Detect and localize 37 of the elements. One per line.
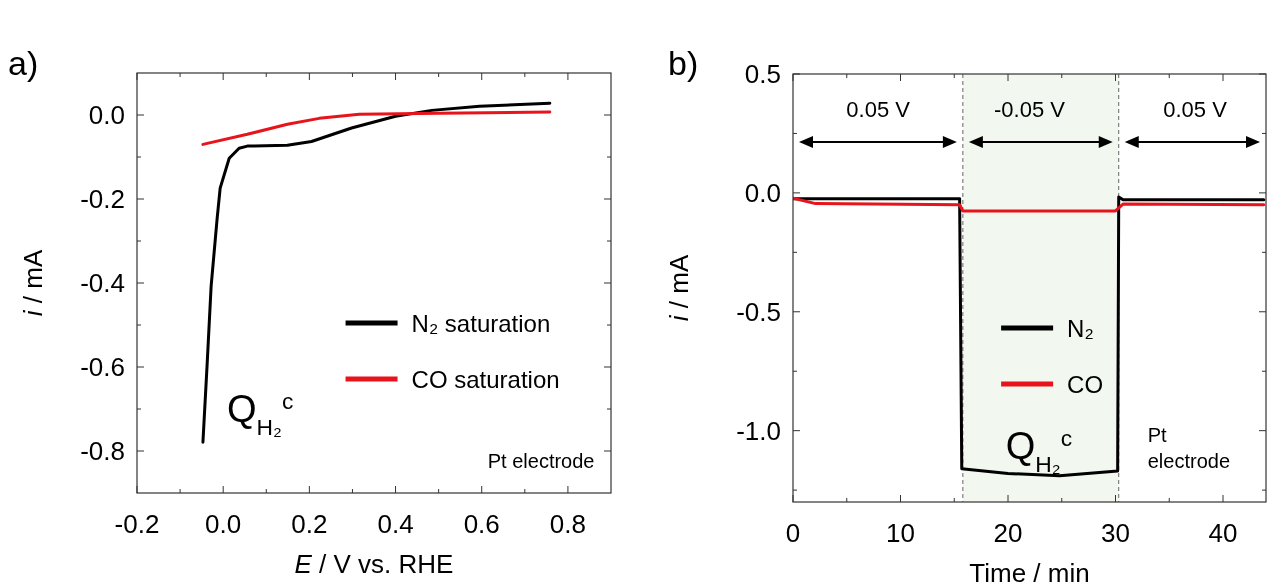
legend-label: CO: [1067, 371, 1104, 398]
annotation: -0.05 V: [994, 96, 1066, 122]
legend-label: CO saturation: [411, 366, 560, 393]
chart-title: b): [668, 43, 699, 82]
annotation: Pt electrode: [487, 449, 595, 472]
y-tick-label: -0.2: [80, 184, 125, 215]
chart-title: a): [8, 43, 39, 82]
legend-label: N₂ saturation: [411, 310, 551, 337]
y-tick-label: -0.5: [736, 296, 781, 327]
line-series: [201, 110, 552, 146]
x-tick-label: -0.2: [114, 509, 160, 539]
x-tick-label: 20: [993, 518, 1023, 548]
x-tick-label: 0.0: [205, 509, 242, 539]
y-tick-label: -1.0: [736, 415, 781, 446]
x-tick-label: 30: [1101, 518, 1130, 548]
x-tick-label: 0: [785, 518, 801, 548]
annotation: 0.05 V: [846, 96, 911, 122]
x-tick-label: 0.4: [377, 509, 414, 539]
annotation: 0.05 V: [1163, 96, 1228, 122]
y-tick-label: 0.0: [88, 100, 125, 131]
x-tick-label: 0.8: [549, 509, 586, 539]
x-tick-label: 0.2: [291, 509, 328, 539]
x-tick-label: 0.6: [463, 509, 500, 539]
y-tick-label: -0.6: [80, 352, 125, 383]
y-tick-label: -0.4: [80, 268, 125, 299]
x-axis-title: Time / min: [969, 558, 1090, 586]
annotation: Pt electrode: [1147, 424, 1231, 473]
y-axis-title: i / mA: [664, 254, 694, 322]
y-axis-title: i / mA: [18, 249, 48, 317]
x-tick-label: 40: [1208, 518, 1238, 548]
x-tick-label: 10: [886, 518, 915, 548]
legend-label: N₂: [1067, 315, 1094, 342]
x-axis-title: E / V vs. RHE: [294, 549, 454, 579]
y-tick-label: -0.8: [80, 436, 125, 467]
y-tick-label: 0.5: [744, 59, 781, 90]
y-tick-label: 0.0: [744, 177, 781, 208]
line-series: [793, 196, 1266, 213]
